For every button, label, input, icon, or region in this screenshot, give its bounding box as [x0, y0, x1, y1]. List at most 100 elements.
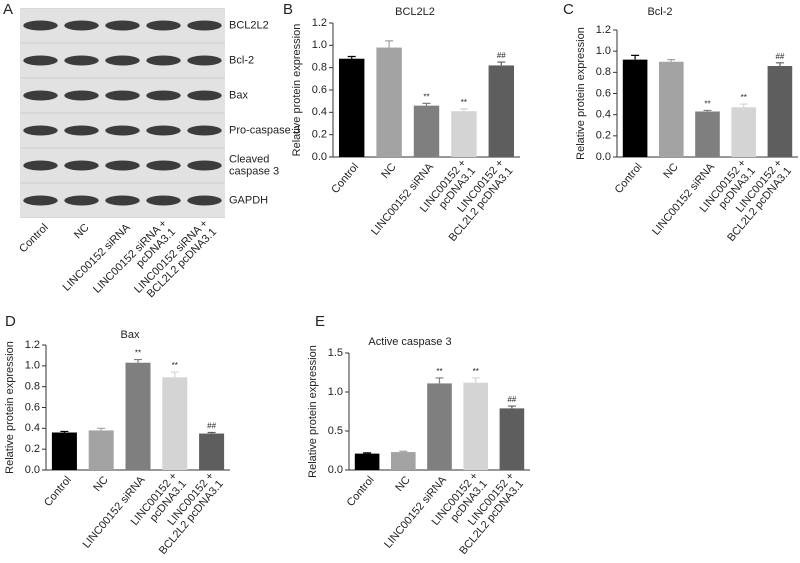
significance-label: ## — [207, 422, 216, 431]
y-tick-label: 1.0 — [596, 45, 611, 57]
x-tick-label: Control — [613, 161, 645, 196]
panel-letter: B — [283, 1, 293, 18]
y-tick-label: 1.2 — [312, 17, 327, 29]
significance-label: ** — [436, 367, 442, 376]
significance-label: ** — [741, 93, 747, 102]
band-label: Pro-caspase 3 — [229, 124, 300, 136]
x-tick-label: Control — [329, 161, 361, 196]
error-bar — [435, 377, 444, 384]
y-tick-label: 0.2 — [596, 130, 611, 142]
y-axis-label: Relative protein expression — [575, 27, 587, 160]
bar — [354, 453, 380, 470]
error-bar — [97, 427, 106, 431]
error-bar — [170, 371, 179, 378]
y-tick-label: 0.6 — [312, 84, 327, 96]
error-bar — [422, 102, 431, 106]
bar — [413, 105, 440, 157]
blot-band — [23, 195, 58, 206]
bar — [162, 377, 188, 470]
blot-band — [187, 20, 222, 31]
error-bar — [507, 405, 516, 409]
lane-label: Control — [17, 222, 51, 256]
bar — [451, 111, 477, 157]
blot-band — [146, 160, 181, 171]
blot-band — [187, 90, 222, 101]
bar — [499, 408, 525, 470]
error-bar — [60, 430, 69, 433]
blot-band — [64, 55, 99, 66]
band-label: Bcl-2 — [229, 54, 254, 66]
bar — [488, 65, 515, 157]
significance-label: ** — [473, 367, 479, 376]
bar — [88, 430, 114, 470]
error-bar — [399, 450, 408, 453]
error-bar — [471, 377, 480, 383]
significance-label: ## — [497, 51, 506, 60]
blot-band — [105, 195, 140, 206]
x-tick-label: NC — [661, 161, 680, 181]
blot-band — [146, 20, 181, 31]
error-bar — [497, 61, 506, 66]
blot-band — [23, 90, 58, 101]
error-bar — [775, 62, 784, 66]
band-label: BCL2L2 — [229, 19, 269, 31]
y-tick-label: 1.2 — [596, 24, 611, 36]
blot-band — [105, 160, 140, 171]
bar — [622, 59, 648, 158]
bar — [125, 362, 151, 470]
band-label: Bax — [229, 89, 248, 101]
blot-band — [23, 55, 58, 66]
y-tick-label: 1.0 — [328, 386, 343, 398]
y-axis-label: Relative protein expression — [291, 24, 303, 157]
blot-band — [187, 55, 222, 66]
y-tick-label: 0.0 — [25, 464, 40, 476]
blot-band — [64, 20, 99, 31]
bar — [463, 382, 489, 470]
panel-letter: A — [3, 1, 13, 18]
blot-band — [105, 55, 140, 66]
y-tick-label: 0.2 — [312, 129, 327, 141]
error-bar — [385, 40, 394, 48]
y-tick-label: 0.5 — [328, 425, 343, 437]
blot-band — [105, 125, 140, 136]
bar — [390, 452, 416, 470]
chart-title: Active caspase 3 — [368, 336, 451, 348]
error-bar — [347, 55, 356, 59]
blot-image — [20, 8, 225, 218]
y-tick-label: 0.0 — [312, 151, 327, 163]
significance-label: ## — [507, 395, 516, 404]
blot-band — [146, 125, 181, 136]
blot-band — [64, 125, 99, 136]
y-tick-label: 0.8 — [25, 381, 40, 393]
bar — [338, 58, 365, 157]
y-tick-label: 0.4 — [25, 422, 40, 434]
bar — [51, 432, 77, 470]
bar — [658, 61, 684, 157]
significance-label: ** — [704, 100, 710, 109]
error-bar — [667, 59, 676, 62]
lane-label: NC — [72, 222, 92, 242]
y-tick-label: 0.0 — [328, 464, 343, 476]
blot-band — [23, 20, 58, 31]
significance-label: ** — [135, 349, 141, 358]
y-tick-label: 0.8 — [312, 62, 327, 74]
y-tick-label: 0.8 — [596, 66, 611, 78]
panel-letter: E — [315, 313, 325, 330]
band-label: Cleaved caspase 3 — [229, 153, 279, 177]
y-tick-label: 0.0 — [596, 151, 611, 163]
x-tick-label: Control — [42, 474, 74, 509]
error-bar — [207, 431, 216, 434]
blot-band — [187, 125, 222, 136]
panel-letter: C — [563, 1, 574, 18]
blot-band — [64, 160, 99, 171]
bar — [427, 383, 452, 470]
chart-title: BCL2L2 — [395, 6, 435, 18]
blot-band — [64, 90, 99, 101]
chart-title: Bax — [121, 329, 140, 341]
y-tick-label: 0.6 — [25, 401, 40, 413]
blot-band — [187, 160, 222, 171]
blot-band — [105, 90, 140, 101]
y-tick-label: 0.6 — [596, 87, 611, 99]
significance-label: ** — [423, 93, 429, 102]
